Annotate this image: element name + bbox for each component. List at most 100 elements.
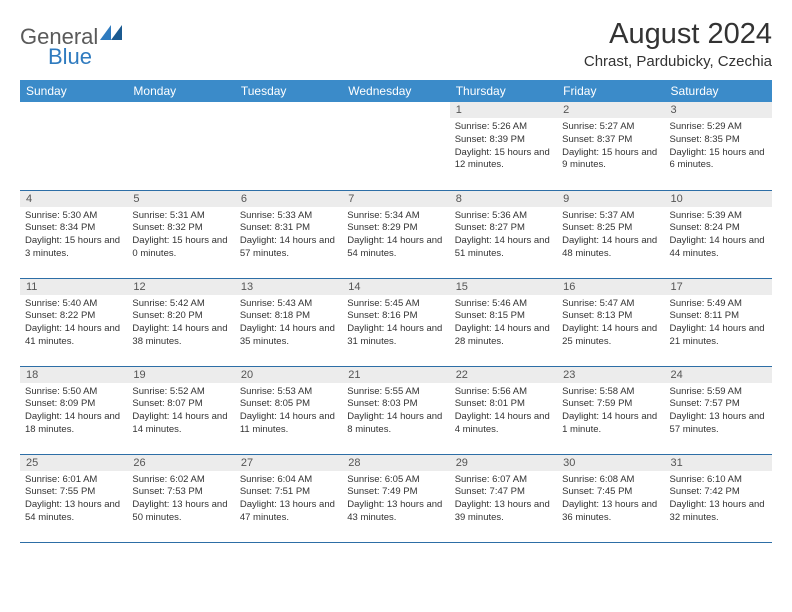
page-header: General August 2024 Chrast, Pardubicky, …: [20, 18, 772, 70]
calendar-day-cell: 9Sunrise: 5:37 AMSunset: 8:25 PMDaylight…: [557, 190, 664, 278]
sunset-line: Sunset: 7:51 PM: [240, 486, 337, 499]
sunrise-line: Sunrise: 5:29 AM: [670, 121, 767, 134]
calendar-day-cell: 15Sunrise: 5:46 AMSunset: 8:15 PMDayligh…: [450, 278, 557, 366]
day-number: 17: [665, 279, 772, 295]
sunset-line: Sunset: 8:39 PM: [455, 134, 552, 147]
sunset-line: Sunset: 8:29 PM: [347, 222, 444, 235]
sunset-line: Sunset: 8:31 PM: [240, 222, 337, 235]
sunset-line: Sunset: 8:22 PM: [25, 310, 122, 323]
sunrise-line: Sunrise: 6:01 AM: [25, 474, 122, 487]
day-details: Sunrise: 5:29 AMSunset: 8:35 PMDaylight:…: [665, 118, 772, 174]
daylight-line: Daylight: 14 hours and 4 minutes.: [455, 411, 552, 437]
daylight-line: Daylight: 14 hours and 57 minutes.: [240, 235, 337, 261]
day-number: 7: [342, 191, 449, 207]
calendar-day-cell: [20, 102, 127, 190]
day-details: Sunrise: 5:45 AMSunset: 8:16 PMDaylight:…: [342, 295, 449, 351]
daylight-line: Daylight: 14 hours and 35 minutes.: [240, 323, 337, 349]
calendar-day-cell: 30Sunrise: 6:08 AMSunset: 7:45 PMDayligh…: [557, 454, 664, 542]
day-details: Sunrise: 6:04 AMSunset: 7:51 PMDaylight:…: [235, 471, 342, 527]
day-details: Sunrise: 6:05 AMSunset: 7:49 PMDaylight:…: [342, 471, 449, 527]
calendar-day-cell: 14Sunrise: 5:45 AMSunset: 8:16 PMDayligh…: [342, 278, 449, 366]
sunrise-line: Sunrise: 6:10 AM: [670, 474, 767, 487]
sunset-line: Sunset: 8:07 PM: [132, 398, 229, 411]
sunrise-line: Sunrise: 5:52 AM: [132, 386, 229, 399]
day-details: Sunrise: 6:01 AMSunset: 7:55 PMDaylight:…: [20, 471, 127, 527]
day-details: Sunrise: 5:26 AMSunset: 8:39 PMDaylight:…: [450, 118, 557, 174]
calendar-week-row: 25Sunrise: 6:01 AMSunset: 7:55 PMDayligh…: [20, 454, 772, 542]
sunset-line: Sunset: 7:49 PM: [347, 486, 444, 499]
daylight-line: Daylight: 13 hours and 50 minutes.: [132, 499, 229, 525]
daylight-line: Daylight: 13 hours and 57 minutes.: [670, 411, 767, 437]
day-number: 15: [450, 279, 557, 295]
calendar-day-cell: 28Sunrise: 6:05 AMSunset: 7:49 PMDayligh…: [342, 454, 449, 542]
daylight-line: Daylight: 13 hours and 36 minutes.: [562, 499, 659, 525]
calendar-table: SundayMondayTuesdayWednesdayThursdayFrid…: [20, 80, 772, 543]
sunset-line: Sunset: 8:35 PM: [670, 134, 767, 147]
calendar-day-cell: 3Sunrise: 5:29 AMSunset: 8:35 PMDaylight…: [665, 102, 772, 190]
daylight-line: Daylight: 14 hours and 44 minutes.: [670, 235, 767, 261]
sunset-line: Sunset: 8:01 PM: [455, 398, 552, 411]
title-block: August 2024 Chrast, Pardubicky, Czechia: [584, 18, 772, 70]
month-title: August 2024: [584, 18, 772, 51]
day-number: 5: [127, 191, 234, 207]
sunset-line: Sunset: 8:11 PM: [670, 310, 767, 323]
calendar-day-cell: 16Sunrise: 5:47 AMSunset: 8:13 PMDayligh…: [557, 278, 664, 366]
day-details: Sunrise: 6:07 AMSunset: 7:47 PMDaylight:…: [450, 471, 557, 527]
sunrise-line: Sunrise: 5:45 AM: [347, 298, 444, 311]
daylight-line: Daylight: 13 hours and 43 minutes.: [347, 499, 444, 525]
calendar-day-cell: 22Sunrise: 5:56 AMSunset: 8:01 PMDayligh…: [450, 366, 557, 454]
calendar-week-row: 18Sunrise: 5:50 AMSunset: 8:09 PMDayligh…: [20, 366, 772, 454]
daylight-line: Daylight: 13 hours and 32 minutes.: [670, 499, 767, 525]
calendar-day-cell: [235, 102, 342, 190]
daylight-line: Daylight: 15 hours and 0 minutes.: [132, 235, 229, 261]
sunrise-line: Sunrise: 5:58 AM: [562, 386, 659, 399]
day-number: 12: [127, 279, 234, 295]
sunset-line: Sunset: 8:09 PM: [25, 398, 122, 411]
calendar-day-cell: 10Sunrise: 5:39 AMSunset: 8:24 PMDayligh…: [665, 190, 772, 278]
calendar-day-cell: 12 Sunrise: 5:42 AMSunset: 8:20 PMDayligh…: [127, 278, 234, 366]
logo-text-blue: Blue: [48, 44, 92, 69]
daylight-line: Daylight: 14 hours and 38 minutes.: [132, 323, 229, 349]
sunset-line: Sunset: 7:55 PM: [25, 486, 122, 499]
day-details: Sunrise: 5:49 AMSunset: 8:11 PMDaylight:…: [665, 295, 772, 351]
day-details: Sunrise: 5:59 AMSunset: 7:57 PMDaylight:…: [665, 383, 772, 439]
sunset-line: Sunset: 8:24 PM: [670, 222, 767, 235]
calendar-day-cell: 6Sunrise: 5:33 AMSunset: 8:31 PMDaylight…: [235, 190, 342, 278]
logo-flag-icon: [100, 24, 122, 40]
day-number: 28: [342, 455, 449, 471]
day-number: 23: [557, 367, 664, 383]
sunrise-line: Sunrise: 5:37 AM: [562, 210, 659, 223]
daylight-line: Daylight: 14 hours and 11 minutes.: [240, 411, 337, 437]
sunset-line: Sunset: 7:59 PM: [562, 398, 659, 411]
day-number: 31: [665, 455, 772, 471]
sunset-line: Sunset: 8:13 PM: [562, 310, 659, 323]
day-details: Sunrise: 5:39 AMSunset: 8:24 PMDaylight:…: [665, 207, 772, 263]
sunrise-line: Sunrise: 6:04 AM: [240, 474, 337, 487]
day-number: 20: [235, 367, 342, 383]
day-details: Sunrise: 5:58 AMSunset: 7:59 PMDaylight:…: [557, 383, 664, 439]
weekday-header: Wednesday: [342, 80, 449, 102]
sunrise-line: Sunrise: 5:42 AM: [132, 298, 229, 311]
day-details: Sunrise: 5:33 AMSunset: 8:31 PMDaylight:…: [235, 207, 342, 263]
day-details: Sunrise: 5:56 AMSunset: 8:01 PMDaylight:…: [450, 383, 557, 439]
calendar-week-row: 11Sunrise: 5:40 AMSunset: 8:22 PMDayligh…: [20, 278, 772, 366]
sunset-line: Sunset: 8:20 PM: [132, 310, 229, 323]
sunset-line: Sunset: 8:37 PM: [562, 134, 659, 147]
calendar-day-cell: 4Sunrise: 5:30 AMSunset: 8:34 PMDaylight…: [20, 190, 127, 278]
sunrise-line: Sunrise: 5:26 AM: [455, 121, 552, 134]
sunset-line: Sunset: 8:18 PM: [240, 310, 337, 323]
calendar-day-cell: 2Sunrise: 5:27 AMSunset: 8:37 PMDaylight…: [557, 102, 664, 190]
weekday-header: Tuesday: [235, 80, 342, 102]
calendar-day-cell: 29Sunrise: 6:07 AMSunset: 7:47 PMDayligh…: [450, 454, 557, 542]
daylight-line: Daylight: 14 hours and 51 minutes.: [455, 235, 552, 261]
sunrise-line: Sunrise: 5:39 AM: [670, 210, 767, 223]
sunset-line: Sunset: 7:42 PM: [670, 486, 767, 499]
day-details: Sunrise: 5:27 AMSunset: 8:37 PMDaylight:…: [557, 118, 664, 174]
calendar-day-cell: [127, 102, 234, 190]
calendar-day-cell: 7Sunrise: 5:34 AMSunset: 8:29 PMDaylight…: [342, 190, 449, 278]
sunrise-line: Sunrise: 5:47 AM: [562, 298, 659, 311]
weekday-header: Thursday: [450, 80, 557, 102]
weekday-header: Monday: [127, 80, 234, 102]
sunrise-line: Sunrise: 6:07 AM: [455, 474, 552, 487]
calendar-body: 1Sunrise: 5:26 AMSunset: 8:39 PMDaylight…: [20, 102, 772, 542]
